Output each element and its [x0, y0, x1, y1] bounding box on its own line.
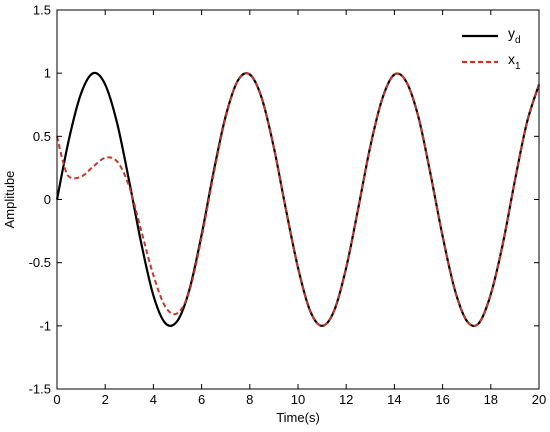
x-tick-label: 8	[246, 392, 253, 407]
legend-label: x1	[508, 51, 521, 72]
y-tick-label: 0.5	[33, 129, 51, 144]
series-layer	[55, 71, 541, 328]
y-axis-label: Amplitube	[2, 171, 17, 229]
y-tick-label: 1	[44, 66, 51, 81]
x-tick-label: 10	[291, 392, 305, 407]
legend-label-subscript: 1	[515, 61, 521, 72]
y-tick-label: 0	[44, 192, 51, 207]
x-tick-label: 0	[53, 392, 60, 407]
x-tick-label: 12	[339, 392, 353, 407]
legend-label-name: y	[508, 25, 515, 41]
legend-label: yd	[508, 25, 521, 46]
y-tick-label: 1.5	[33, 3, 51, 18]
x-tick-label: 14	[387, 392, 401, 407]
x-tick-label: 2	[102, 392, 109, 407]
x-tick-label: 16	[435, 392, 449, 407]
x-tick-label: 6	[198, 392, 205, 407]
y-tick-label: -1	[39, 318, 51, 333]
x-tick-label: 18	[484, 392, 498, 407]
x-tick-label: 20	[532, 392, 546, 407]
x-axis-label: Time(s)	[276, 410, 320, 425]
series-line-x-1	[56, 72, 540, 327]
y-tick-label: -1.5	[29, 382, 51, 397]
legend-box	[452, 18, 536, 74]
legend-label-subscript: d	[515, 35, 521, 46]
legend-label-name: x	[508, 51, 515, 67]
ticks-layer: 0 2 4 6 8 10 12 14 16 18 20 -1.5 -1 -0.5 0 0.5 1 1.5	[29, 3, 547, 408]
y-tick-label: -0.5	[29, 255, 51, 270]
x-tick-label: 4	[150, 392, 157, 407]
